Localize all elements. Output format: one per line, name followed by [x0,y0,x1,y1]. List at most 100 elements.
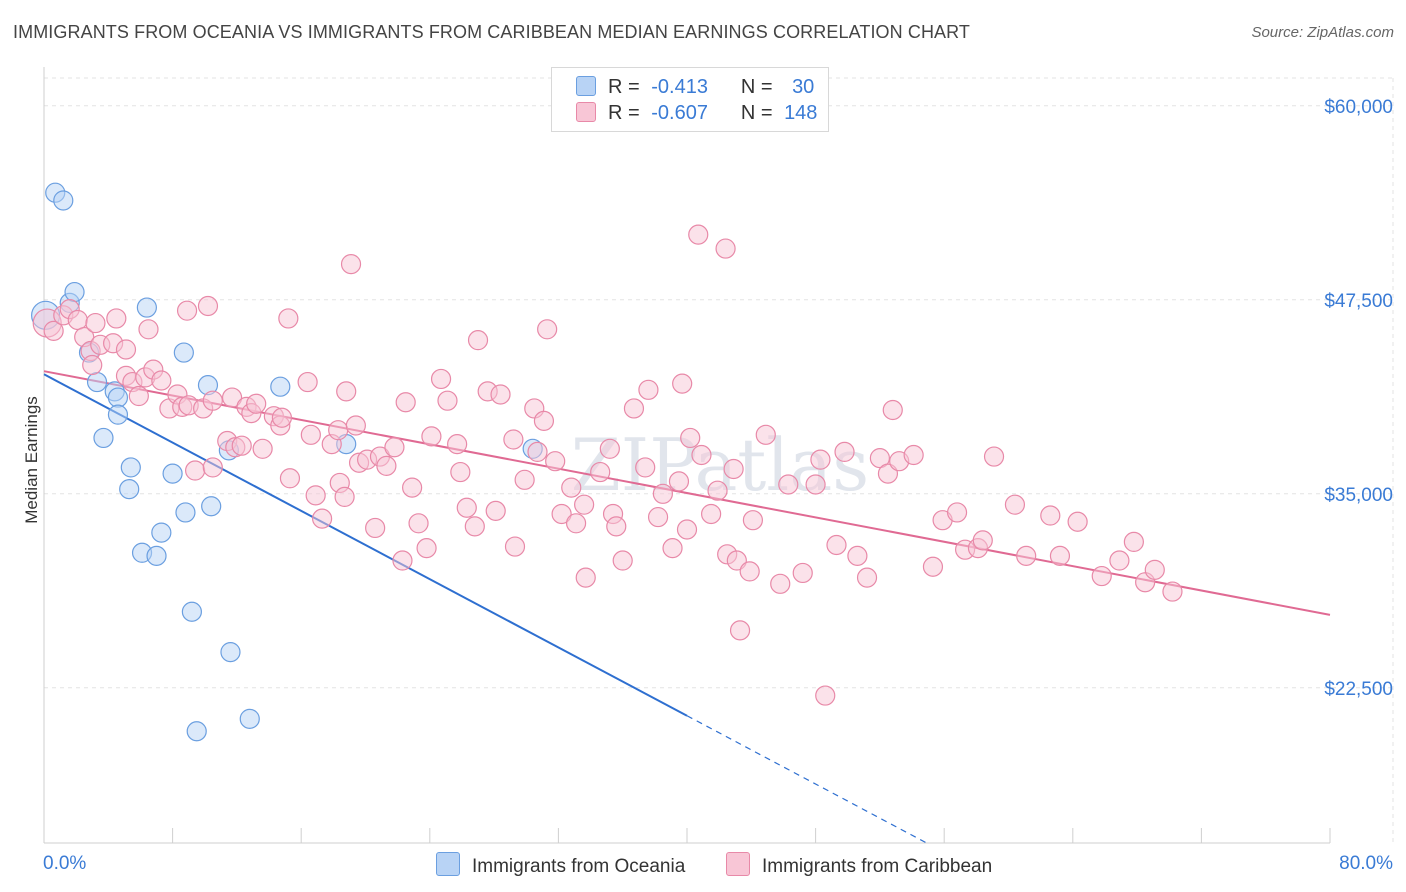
caribbean-point [691,444,712,466]
n-value-oceania: 30 [792,76,815,98]
oceania-legend-swatch [436,852,460,876]
caribbean-point [430,368,452,390]
y-tick-label: $35,000 [1324,485,1393,506]
r-label: R = [608,76,640,98]
caribbean-point [701,503,722,525]
caribbean-swatch [576,102,596,122]
x-tick-label-max: 80.0% [1339,853,1393,874]
n-label: N = [740,102,773,124]
y-tick-label: $47,500 [1324,291,1393,312]
caribbean-point [561,477,582,498]
caribbean-point [514,469,535,490]
caribbean-point [490,384,511,405]
caribbean-point [856,567,878,588]
oceania-point [270,376,291,397]
y-tick-label: $22,500 [1324,679,1393,700]
caribbean-point [297,371,318,393]
caribbean-point [729,620,751,641]
caribbean-point [574,494,595,515]
caribbean-point [336,381,357,402]
n-value-caribbean: 148 [784,102,818,124]
caribbean-point [464,516,485,537]
caribbean-point [1049,545,1071,566]
caribbean-point [1144,559,1165,580]
caribbean-point [946,502,968,523]
caribbean-point [1067,511,1088,532]
caribbean-point [467,330,489,351]
caribbean-point [365,517,386,539]
oceania-point [146,545,167,566]
caribbean-point [328,420,349,441]
caribbean-point [676,519,698,540]
caribbean-point [450,461,471,483]
caribbean-point [176,300,198,321]
caribbean-point [503,429,524,450]
legend-item-caribbean: Immigrants from Caribbean [726,852,992,878]
oceania-point [93,427,114,449]
caribbean-legend-label: Immigrants from Caribbean [762,856,993,877]
caribbean-point [565,513,587,534]
caribbean-point [408,513,429,534]
y-tick-labels: $22,500 $35,000 $47,500 $60,000 [1324,97,1393,700]
caribbean-point [311,508,333,529]
caribbean-point [1040,505,1061,526]
caribbean-point [635,457,656,478]
caribbean-point [305,485,326,506]
caribbean-point [707,480,728,501]
oceania-point [173,342,194,363]
y-tick-label: $60,000 [1324,97,1393,118]
caribbean-point [279,468,301,489]
caribbean-point [726,550,747,571]
caribbean-point [106,308,127,329]
caribbean-point [527,441,548,462]
caribbean-point [533,410,555,431]
caribbean-point [151,370,172,391]
caribbean-point [983,446,1005,467]
caribbean-point [485,500,506,521]
caribbean-point [197,295,219,317]
caribbean-point [1016,545,1037,566]
oceania-point [151,522,172,543]
caribbean-point [805,474,826,495]
caribbean-point [300,424,321,445]
caribbean-point [421,426,442,447]
caribbean-point [138,319,159,340]
caribbean-point [437,390,458,411]
oceania-point [181,601,202,622]
data-points [31,182,1183,742]
caribbean-point [903,444,924,466]
caribbean-point [972,530,993,551]
caribbean-point [551,503,572,525]
caribbean-point [128,385,149,407]
oceania-point [175,502,196,523]
oceania-point [86,371,108,393]
caribbean-point [723,458,744,480]
caribbean-point [246,393,267,414]
caribbean-point [1004,494,1026,515]
caribbean-point [715,238,736,259]
oceania-trend-line [43,373,688,717]
caribbean-point [810,449,831,470]
caribbean-point [1123,531,1144,553]
oceania-point [186,721,207,742]
r-value-oceania: -0.413 [651,76,708,98]
caribbean-point [742,510,764,531]
caribbean-point [834,441,855,462]
caribbean-point [345,415,366,436]
caribbean-point [43,320,64,341]
caribbean-point [623,398,645,419]
caribbean-point [1109,550,1130,571]
caribbean-point [376,455,397,476]
caribbean-point [590,461,611,483]
caribbean-point [672,373,693,394]
caribbean-point [252,438,273,459]
oceania-point [201,496,222,517]
caribbean-point [384,437,405,458]
caribbean-point [575,567,596,588]
x-tick-label-min: 0.0% [43,853,86,874]
caribbean-point [688,224,709,245]
n-label: N = [740,76,773,98]
caribbean-point [202,390,223,411]
caribbean-point [652,483,673,504]
